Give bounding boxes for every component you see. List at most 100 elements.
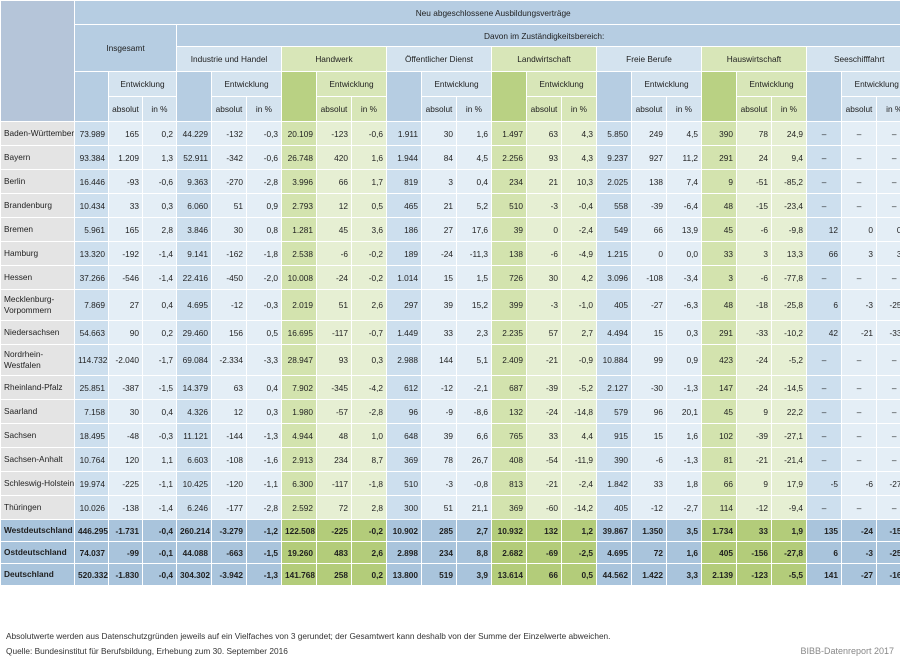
- cell-value: -108: [632, 266, 666, 289]
- cell-value: -3: [842, 542, 876, 563]
- cell-value: -3: [527, 290, 561, 320]
- cell-value: -450: [212, 266, 246, 289]
- cell-value: -16,0: [877, 564, 900, 585]
- cell-value: -3.942: [212, 564, 246, 585]
- cell-value: 2.235: [492, 321, 526, 344]
- cell-value: 408: [492, 448, 526, 471]
- cell-value: 27: [422, 218, 456, 241]
- cell-value: -24: [422, 242, 456, 265]
- table-row: Brandenburg 10.434 33 0,3 6.060 51 0,9 2.793 12 0…: [1, 194, 900, 217]
- cell-value: 2,8: [352, 496, 386, 519]
- cell-value: 33: [527, 424, 561, 447]
- cell-value: –: [807, 345, 841, 375]
- cell-value: -4,2: [352, 376, 386, 399]
- cell-value: -3: [422, 472, 456, 495]
- cell-value: -0,3: [247, 290, 281, 320]
- row-label: Westdeutschland: [1, 520, 74, 541]
- cell-value: 29.460: [177, 321, 211, 344]
- summary-row: Ostdeutschland 74.037 -99 -0,1 44.088 -663 -1,…: [1, 542, 900, 563]
- cell-value: 22,2: [772, 400, 806, 423]
- cell-value: 2,7: [562, 321, 596, 344]
- cell-value: -387: [109, 376, 142, 399]
- cell-value: 369: [492, 496, 526, 519]
- cell-value: 915: [597, 424, 631, 447]
- cell-value: -11,3: [457, 242, 491, 265]
- cell-value: 30: [212, 218, 246, 241]
- cell-value: 813: [492, 472, 526, 495]
- cell-value: 2,3: [457, 321, 491, 344]
- cell-value: -1,3: [247, 424, 281, 447]
- cell-value: -5,2: [562, 376, 596, 399]
- cell-value: 16.695: [282, 321, 316, 344]
- cell-value: 93: [317, 345, 351, 375]
- cell-value: -1,5: [143, 376, 176, 399]
- cell-value: –: [877, 122, 900, 145]
- cell-value: -0,4: [143, 564, 176, 585]
- cell-value: -225: [317, 520, 351, 541]
- cell-value: –: [877, 345, 900, 375]
- cell-value: -12: [422, 376, 456, 399]
- cell-value: 1,9: [772, 520, 806, 541]
- cell-value: 1,7: [352, 170, 386, 193]
- row-label: Berlin: [1, 170, 74, 193]
- cell-value: 13,3: [772, 242, 806, 265]
- cell-value: 390: [597, 448, 631, 471]
- cell-value: 390: [702, 122, 736, 145]
- row-label: Bayern: [1, 146, 74, 169]
- cell-value: –: [842, 400, 876, 423]
- cell-value: 52.911: [177, 146, 211, 169]
- cell-value: 0,4: [143, 400, 176, 423]
- cell-value: 0,3: [143, 194, 176, 217]
- entwicklung-header: Entwicklung: [317, 72, 386, 96]
- cell-value: 423: [702, 345, 736, 375]
- cell-value: -1,3: [667, 376, 701, 399]
- cell-value: 234: [422, 542, 456, 563]
- cell-value: -6: [527, 242, 561, 265]
- percent-header: in %: [352, 97, 386, 121]
- cell-value: -117: [317, 472, 351, 495]
- brand-label: BIBB-Datenreport 2017: [800, 646, 894, 656]
- cell-value: -51: [737, 170, 771, 193]
- cell-value: –: [877, 424, 900, 447]
- cell-value: -138: [109, 496, 142, 519]
- cell-value: 4.944: [282, 424, 316, 447]
- cell-value: 189: [387, 242, 421, 265]
- table-header: Neu abgeschlossene Ausbildungsverträge I…: [1, 1, 900, 121]
- cell-value: -1,8: [352, 472, 386, 495]
- cell-value: 0,3: [667, 321, 701, 344]
- cell-value: -9,8: [772, 218, 806, 241]
- sector-header: Freie Berufe: [597, 47, 701, 71]
- percent-header: in %: [457, 97, 491, 121]
- cell-value: 63: [212, 376, 246, 399]
- footnote: Absolutwerte werden aus Datenschutzgründ…: [6, 631, 611, 641]
- table-row: Schleswig-Holstein 19.974 -225 -1,1 10.425 -1…: [1, 472, 900, 495]
- cell-value: -1,3: [667, 448, 701, 471]
- cell-value: –: [877, 400, 900, 423]
- cell-value: 33: [109, 194, 142, 217]
- cell-value: 2.538: [282, 242, 316, 265]
- summary-row: Westdeutschland 446.295 -1.731 -0,4 260.214-…: [1, 520, 900, 541]
- cell-value: 156: [212, 321, 246, 344]
- cell-value: 405: [597, 496, 631, 519]
- cell-value: –: [842, 194, 876, 217]
- cell-value: 249: [632, 122, 666, 145]
- cell-value: -1,4: [143, 242, 176, 265]
- cell-value: 90: [109, 321, 142, 344]
- cell-value: 510: [492, 194, 526, 217]
- cell-value: 0,2: [143, 321, 176, 344]
- cell-value: 44.562: [597, 564, 631, 585]
- cell-value: -6: [632, 448, 666, 471]
- table-row: Nordrhein- Westfalen 114.732 -2.040 -1,7 69.0…: [1, 345, 900, 375]
- cell-value: 45: [702, 400, 736, 423]
- entwicklung-header: Entwicklung: [212, 72, 281, 96]
- cell-value: 33: [702, 242, 736, 265]
- cell-value: -3.279: [212, 520, 246, 541]
- absolut-header: absolut: [527, 97, 561, 121]
- cell-value: -6,4: [667, 194, 701, 217]
- cell-value: 39: [422, 424, 456, 447]
- cell-value: 26,7: [457, 448, 491, 471]
- cell-value: -2.334: [212, 345, 246, 375]
- cell-value: 927: [632, 146, 666, 169]
- cell-value: 120: [109, 448, 142, 471]
- cell-value: -156: [737, 542, 771, 563]
